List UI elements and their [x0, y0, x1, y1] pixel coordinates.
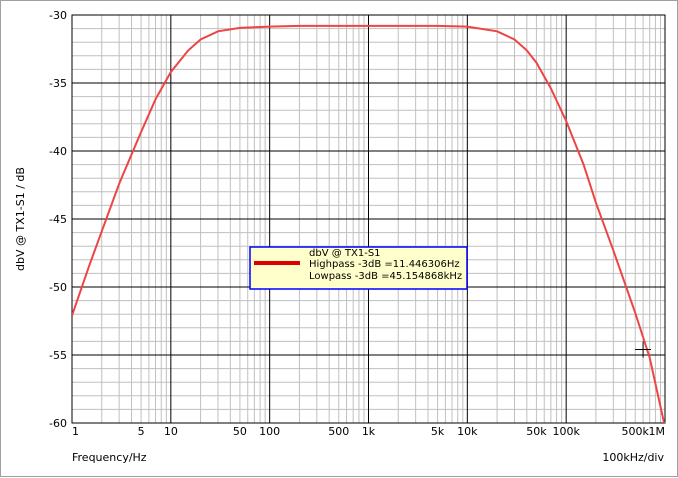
- x-tick-label: 100k: [552, 425, 580, 438]
- grid: [71, 14, 666, 424]
- x-div-label: 100kHz/div: [602, 451, 664, 464]
- y-axis-title: dbV @ TX1-S1 / dB: [14, 167, 27, 271]
- plot-border: [71, 14, 666, 424]
- x-tick-label: 1: [72, 425, 79, 438]
- legend-box: [249, 246, 468, 290]
- y-tick-label: -60: [49, 417, 67, 430]
- y-tick-label: -40: [49, 145, 67, 158]
- y-tick-label: -35: [49, 77, 67, 90]
- x-tick-label: 50: [233, 425, 247, 438]
- y-tick-label: -50: [49, 281, 67, 294]
- x-axis-title: Frequency/Hz: [72, 451, 147, 464]
- legend[interactable]: dbV @ TX1-S1 Highpass -3dB =11.446306Hz …: [249, 246, 468, 290]
- x-tick-label: 10k: [457, 425, 478, 438]
- x-tick-label: 1k: [362, 425, 376, 438]
- x-tick-label: 5: [138, 425, 145, 438]
- legend-title: dbV @ TX1-S1: [309, 248, 381, 259]
- response-curve: [72, 24, 665, 423]
- x-tick-label: 1M: [649, 425, 666, 438]
- curve-layer: [72, 24, 665, 423]
- x-tick-label: 10: [164, 425, 178, 438]
- y-tick-label: -55: [49, 349, 67, 362]
- tick-labels: 1 5 10 50 100 500 1k 5k 10k 50k 100k 500k 1M -30 -35 -4…: [49, 9, 665, 438]
- x-tick-label: 100: [259, 425, 280, 438]
- y-tick-label: -30: [49, 9, 67, 22]
- x-tick-label: 500: [328, 425, 349, 438]
- x-tick-label: 5k: [431, 425, 445, 438]
- cursor-crosshair[interactable]: [635, 341, 652, 358]
- legend-highpass: Highpass -3dB =11.446306Hz: [309, 259, 460, 270]
- y-tick-label: -45: [49, 213, 67, 226]
- x-tick-label: 50k: [526, 425, 547, 438]
- legend-lowpass: Lowpass -3dB =45.154868kHz: [309, 271, 462, 282]
- x-tick-label: 500k: [622, 425, 650, 438]
